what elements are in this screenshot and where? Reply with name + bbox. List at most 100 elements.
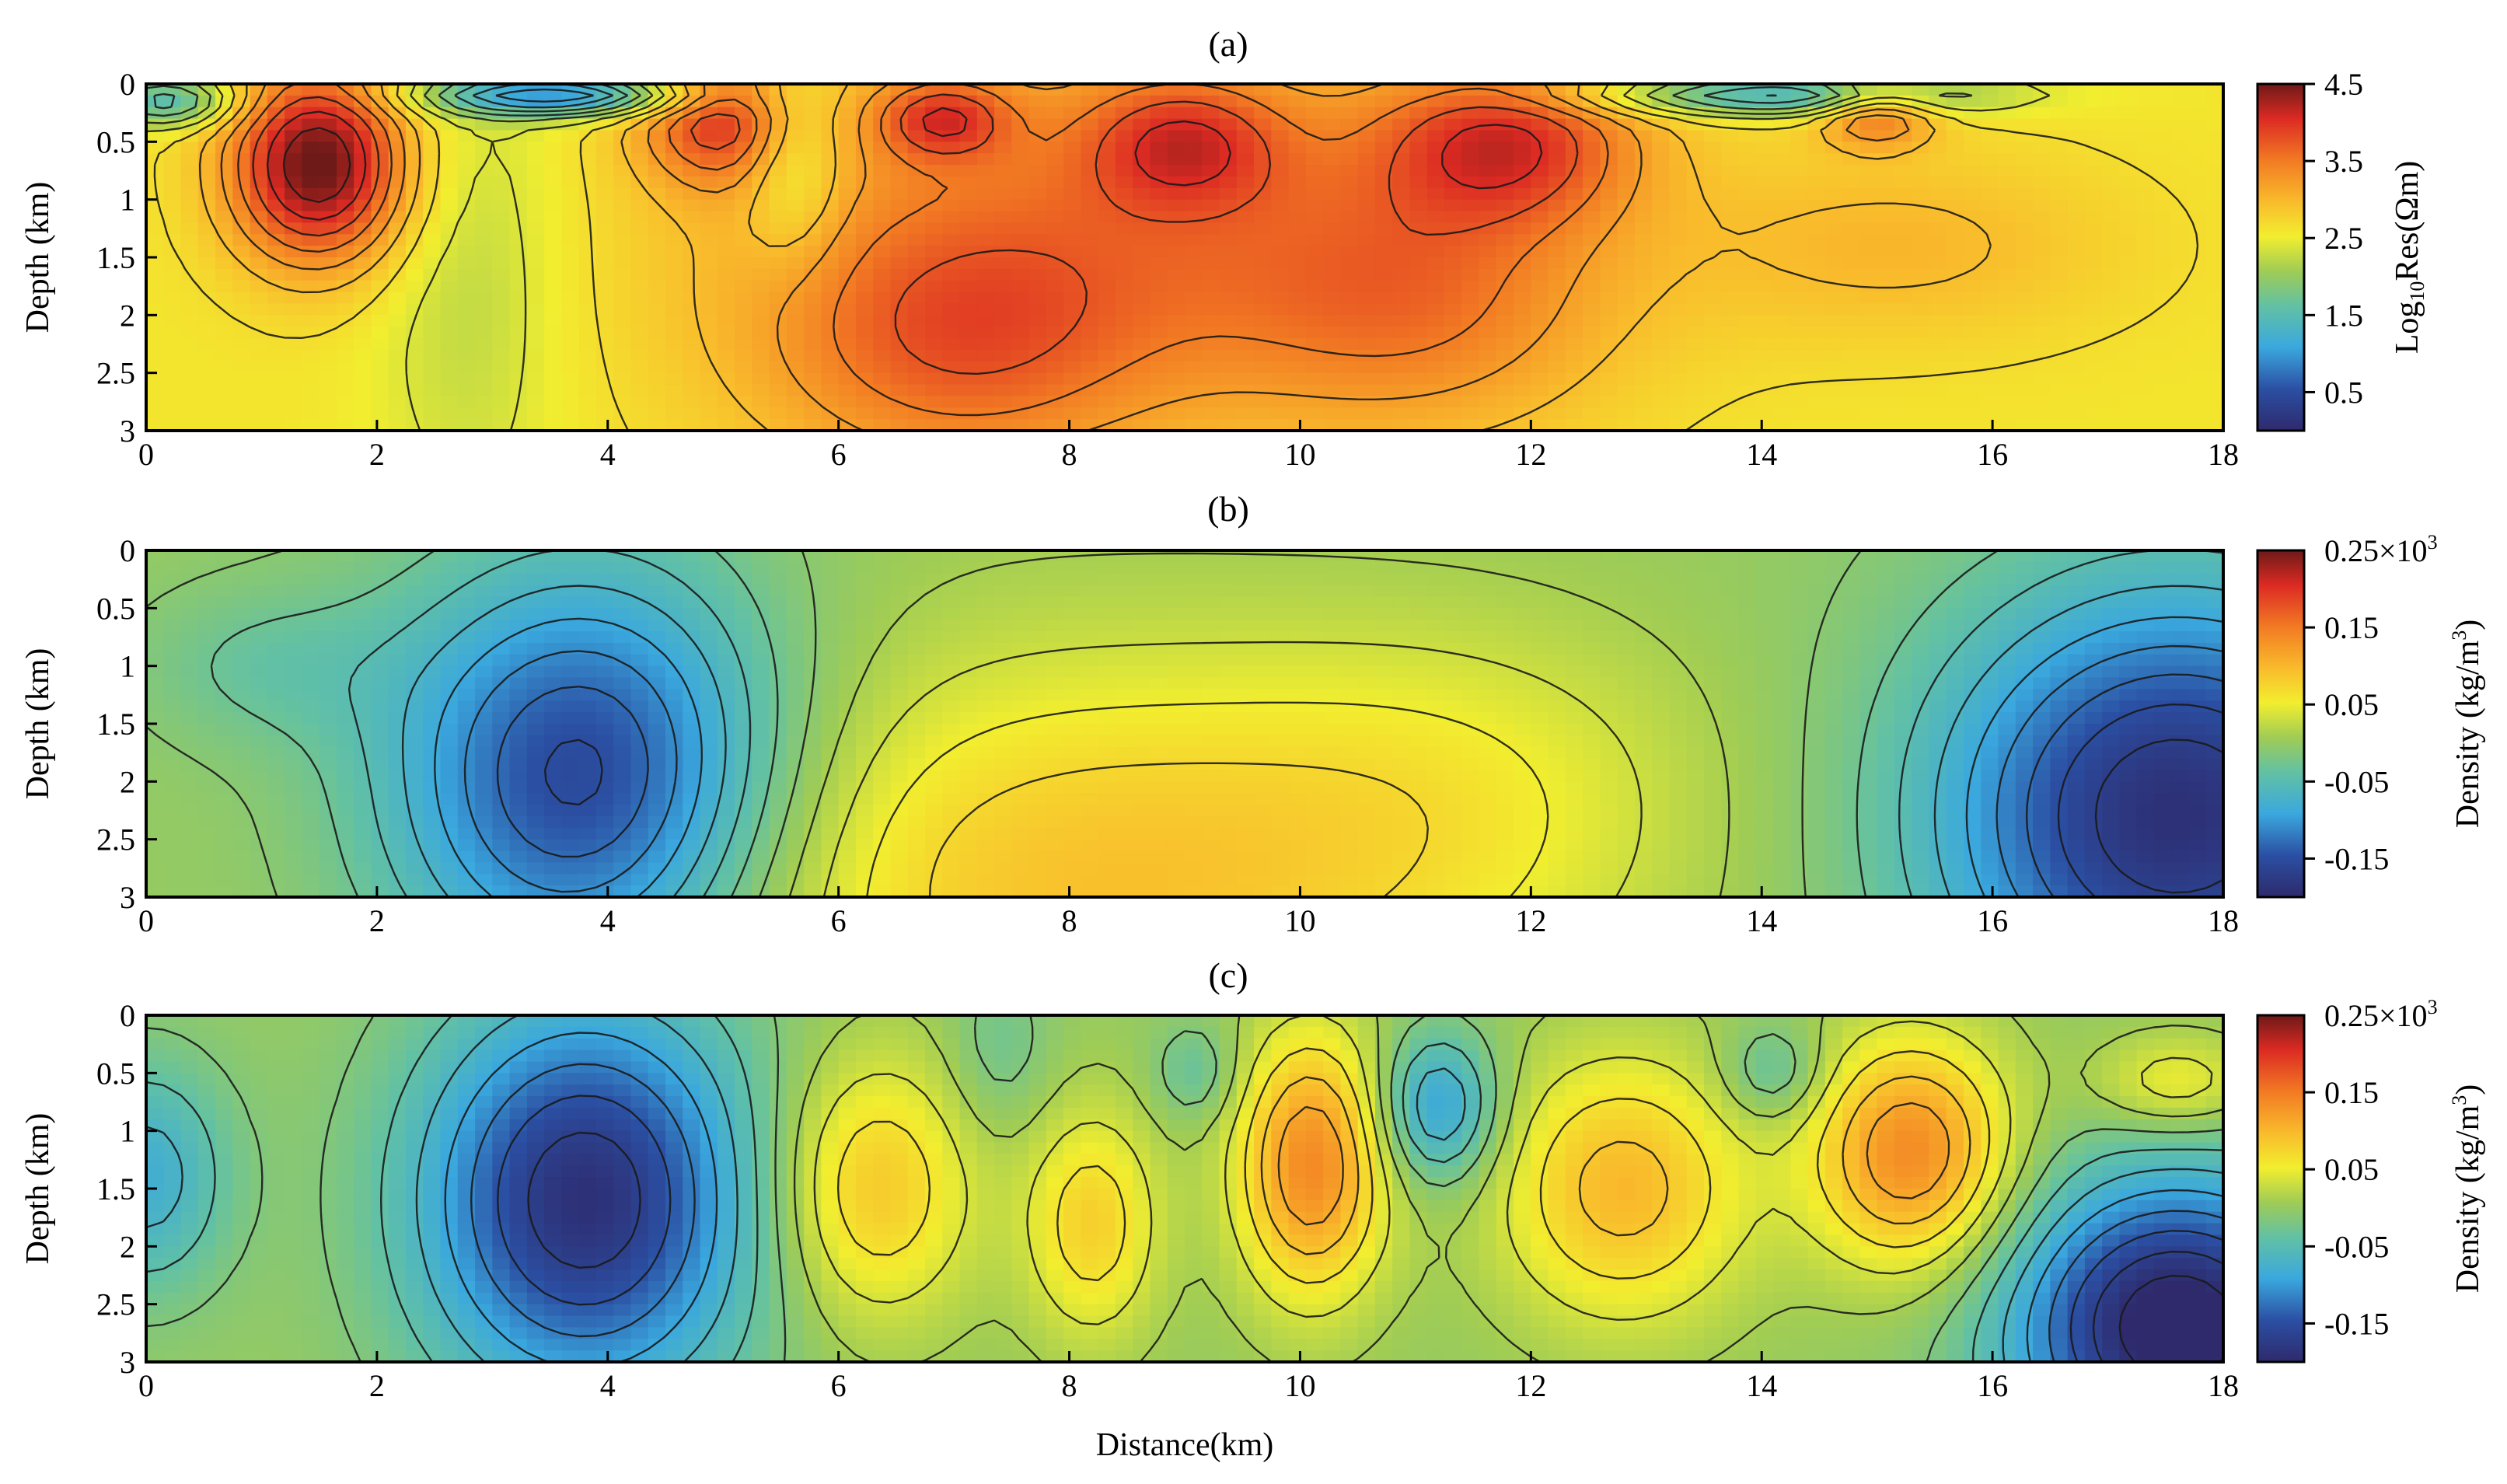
heat-cell [1392, 118, 1411, 131]
heat-cell [1202, 585, 1220, 598]
heat-cell [336, 361, 354, 374]
heat-cell [1305, 222, 1324, 235]
heat-cell [1790, 222, 1809, 235]
heat-cell [907, 561, 926, 574]
heat-cell [1686, 631, 1705, 644]
heat-cell [855, 561, 874, 574]
heat-cell [1946, 222, 1964, 235]
heat-cell [925, 315, 943, 327]
heat-cell [406, 222, 424, 235]
heat-cell [838, 654, 857, 667]
heat-cell [1028, 585, 1047, 598]
heat-cell [1634, 268, 1653, 281]
heat-cell [2102, 199, 2120, 212]
heat-cell [561, 141, 580, 154]
heat-cell [1981, 130, 1999, 142]
heat-cell [440, 654, 459, 667]
heat-cell [423, 372, 442, 386]
heat-cell [1877, 349, 1895, 362]
heat-cell [613, 199, 632, 212]
heat-cell [855, 608, 874, 620]
heat-cell [700, 199, 718, 212]
colorbar-title-sub: 10 [2406, 281, 2428, 302]
heat-cell [1288, 303, 1307, 316]
heat-cell [1323, 573, 1341, 586]
heat-cell [1773, 608, 1791, 620]
heat-cell [1133, 292, 1151, 305]
heat-cell [630, 165, 649, 177]
heat-cell [475, 372, 493, 386]
heat-cell [250, 211, 268, 223]
heat-cell [215, 211, 233, 223]
heat-cell [1254, 596, 1272, 609]
heat-cell [232, 338, 251, 351]
heat-cell [2033, 585, 2051, 598]
heat-cell [1288, 361, 1307, 374]
heat-cell [1271, 665, 1290, 679]
heat-cell [578, 384, 597, 396]
heat-cell [994, 234, 1012, 246]
heat-cell [976, 326, 995, 339]
heat-cell [457, 372, 476, 386]
heat-cell [1202, 176, 1220, 189]
heat-cell [613, 292, 632, 305]
heat-cell [2084, 396, 2103, 408]
heat-cell [959, 211, 978, 223]
heat-cell [163, 199, 182, 212]
heat-cell [2015, 550, 2034, 563]
heat-cell [925, 303, 943, 316]
heat-cell [1877, 631, 1895, 644]
heat-cell [1392, 665, 1411, 679]
heat-cell [302, 303, 320, 316]
heat-cell [406, 654, 424, 667]
heat-cell [1444, 95, 1462, 108]
heat-cell [1912, 654, 1930, 667]
heat-cell [1514, 187, 1531, 201]
heat-cell [2119, 118, 2138, 131]
heat-cell [1565, 372, 1583, 386]
heat-cell [942, 620, 961, 632]
heat-cell [838, 326, 857, 339]
heat-cell [1254, 384, 1272, 396]
heat-cell [752, 573, 770, 586]
heat-cell [354, 315, 372, 327]
heat-cell [1254, 608, 1272, 620]
heat-cell [492, 349, 511, 362]
heat-cell [595, 338, 614, 351]
heat-cell [1426, 199, 1445, 212]
heat-cell [1150, 280, 1168, 293]
heat-cell [1479, 130, 1497, 142]
heat-cell [976, 153, 995, 166]
heat-cell [1929, 620, 1947, 632]
heat-cell [578, 372, 597, 386]
heat-cell [1929, 349, 1947, 362]
heat-cell [492, 326, 511, 339]
heat-cell [717, 95, 735, 108]
heat-cell [1496, 292, 1514, 305]
heat-cell [1133, 585, 1151, 598]
heat-cell [1409, 372, 1428, 386]
heat-cell [2050, 187, 2069, 201]
heat-cell [1323, 176, 1341, 189]
heat-cell [1600, 642, 1618, 655]
heat-cell [683, 187, 701, 201]
heat-cell [1219, 292, 1238, 305]
heat-cell [526, 326, 545, 339]
heat-cell [1824, 384, 1843, 396]
heat-cell [1565, 550, 1583, 563]
heat-cell [1496, 130, 1514, 142]
heat-cell [526, 234, 545, 246]
heat-cell [232, 596, 251, 609]
heat-cell [1426, 349, 1445, 362]
heat-cell [1374, 372, 1393, 386]
heat-cell [1288, 280, 1307, 293]
heat-cell [1617, 234, 1636, 246]
heat-cell [146, 620, 164, 632]
heat-cell [1409, 573, 1428, 586]
heat-cell [388, 95, 407, 108]
heat-cell [838, 573, 857, 586]
heat-cell [319, 407, 337, 420]
heat-cell [1340, 211, 1359, 223]
heat-cell [1912, 384, 1930, 396]
heat-cell [752, 118, 770, 131]
